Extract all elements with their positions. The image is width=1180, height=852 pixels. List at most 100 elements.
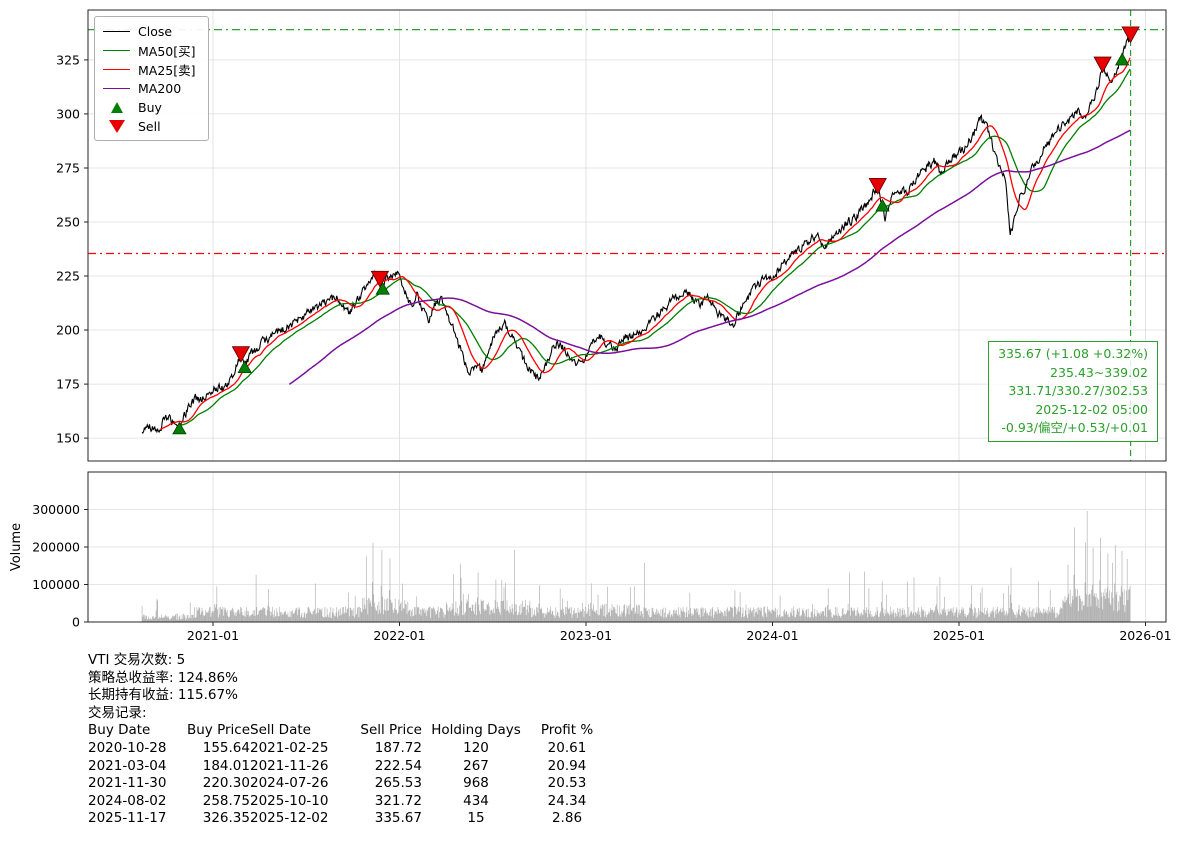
volume-bars [141, 511, 1131, 622]
buy-marker [875, 198, 890, 212]
legend-label: Sell [138, 118, 161, 134]
trade-cell: 2021-11-26 [250, 757, 329, 774]
x-tick-label: 2021-01 [187, 628, 239, 643]
stat-strategy-return: 策略总收益率: 124.86% [88, 669, 238, 686]
volume-tick-label: 200000 [32, 540, 80, 555]
price-annotation-box: 335.67 (+1.08 +0.32%) 235.43~339.02 331.… [988, 341, 1158, 442]
legend-line-sample [103, 49, 130, 51]
volume-tick-label: 100000 [32, 577, 80, 592]
x-tick-label: 2024-01 [746, 628, 798, 643]
annotation-ma-values: 331.71/330.27/302.53 [1008, 383, 1148, 399]
trade-cell: 265.53 [374, 775, 422, 792]
legend-label: MA25[卖] [138, 62, 196, 78]
x-tick-label: 2022-01 [373, 628, 425, 643]
sell-marker [1093, 56, 1112, 74]
trade-column-header: Sell Date [250, 722, 311, 739]
trade-cell: 335.67 [374, 810, 422, 827]
annotation-bias: -0.93/偏空/+0.53/+0.01 [1001, 420, 1148, 436]
x-tick-label: 2026-01 [1119, 628, 1171, 643]
legend-line-sample [103, 30, 130, 32]
ma25-line [159, 57, 1131, 430]
trade-cell: 120 [463, 739, 489, 756]
ma50-line [178, 68, 1131, 427]
trade-cell: 222.54 [374, 757, 422, 774]
price-tick-label: 200 [56, 323, 80, 338]
legend-item-ma50: MA50[买] [103, 42, 196, 59]
price-tick-label: 250 [56, 214, 80, 229]
trade-row: 2021-03-04 184.01 2021-11-26 222.54 267 20.94 [88, 758, 604, 776]
trade-row: 2020-10-28 155.64 2021-02-25 187.72 120 20.61 [88, 740, 604, 758]
legend-item-sell: Sell [103, 118, 196, 134]
trade-column-header: Buy Date [88, 722, 151, 739]
x-tick-label: 2023-01 [560, 628, 612, 643]
price-volume-chart: 150 175 200 225 250 275 300 325 0 100000 200000 300… [9, 9, 1172, 643]
legend-item-ma200: MA200 [103, 80, 196, 96]
price-tick-label: 225 [56, 269, 80, 284]
trade-table-head: Buy Date Buy Price Sell Date Sell Price Hold… [88, 722, 604, 740]
x-tick-label: 2025-01 [933, 628, 985, 643]
volume-axis-label: Volume [9, 523, 24, 571]
annotation-last-price: 335.67 (+1.08 +0.32%) [998, 346, 1148, 361]
trade-column-header: Sell Price [360, 722, 422, 739]
stat-hold-return: 长期持有收益: 115.67% [88, 687, 238, 704]
trade-cell: 20.61 [547, 739, 587, 756]
ma200-line [288, 129, 1131, 385]
sell-marker [1121, 26, 1140, 44]
trade-column-header: Holding Days [431, 722, 521, 739]
trade-cell: 24.34 [547, 792, 587, 809]
trade-row: 2024-08-02 258.75 2025-10-10 321.72 434 24.34 [88, 793, 604, 811]
annotation-timestamp: 2025-12-02 05:00 [1035, 401, 1148, 417]
trade-cell: 220.30 [202, 775, 250, 792]
legend-item-ma25: MA25[卖] [103, 61, 196, 78]
legend-label: Close [138, 23, 173, 39]
legend-item-buy: Buy [103, 99, 196, 115]
trade-table: Buy Date Buy Price Sell Date Sell Price Hold… [88, 722, 604, 828]
trade-table-header-row: Buy Date Buy Price Sell Date Sell Price Hold… [88, 722, 604, 740]
sell-marker [868, 178, 887, 195]
trade-cell: 155.64 [202, 739, 250, 756]
price-tick-label: 175 [56, 377, 80, 392]
sell-marker [231, 346, 251, 363]
price-tick-label: 325 [56, 52, 80, 67]
price-tick-label: 300 [56, 106, 80, 121]
trade-cell: 326.35 [202, 810, 250, 827]
trade-cell: 2024-08-02 [88, 792, 167, 809]
trade-cell: 184.01 [202, 757, 250, 774]
trade-table-body: 2020-10-28 155.64 2021-02-25 187.72 120 20.61… [88, 740, 604, 828]
sell-marker-icon [103, 119, 130, 133]
trade-cell: 20.94 [547, 757, 587, 774]
price-panel-border [87, 9, 1167, 462]
stat-trade-count: VTI 交易次数: 5 [88, 652, 186, 668]
legend-line-sample [103, 87, 130, 89]
legend-label: MA200 [138, 80, 182, 96]
trade-cell: 267 [463, 757, 489, 774]
legend-line-sample [103, 68, 130, 70]
volume-tick-label: 0 [72, 615, 80, 630]
trade-cell: 434 [463, 792, 489, 809]
trade-row: 2021-11-30 220.30 2024-07-26 265.53 968 20.53 [88, 775, 604, 793]
trade-cell: 258.75 [202, 792, 250, 809]
buy-marker [172, 421, 187, 435]
trade-cell: 2020-10-28 [88, 739, 167, 756]
trade-cell: 2024-07-26 [250, 775, 329, 792]
legend-item-close: Close [103, 23, 196, 39]
trade-cell: 2021-11-30 [88, 775, 167, 792]
strategy-stats: VTI 交易次数: 5 策略总收益率: 124.86% 长期持有收益: 115.… [88, 652, 604, 828]
trade-row: 2025-11-17 326.35 2025-12-02 335.67 15 2.86 [88, 810, 604, 828]
chart-area: 150 175 200 225 250 275 300 325 0 100000 200000 300… [9, 9, 1172, 643]
trade-cell: 968 [463, 775, 489, 792]
close-line [141, 36, 1131, 434]
buy-marker [375, 281, 390, 295]
trade-cell: 20.53 [547, 775, 587, 792]
trade-cell: 2021-02-25 [250, 739, 329, 756]
price-tick-label: 150 [56, 431, 80, 446]
trade-column-header: Profit % [540, 722, 594, 739]
trade-cell: 321.72 [374, 792, 422, 809]
legend-label: Buy [138, 99, 162, 115]
chart-legend: Close MA50[买] MA25[卖] MA200 Buy Sell [94, 16, 209, 141]
trade-cell: 2021-03-04 [88, 757, 167, 774]
price-tick-label: 275 [56, 160, 80, 175]
trade-cell: 2025-10-10 [250, 792, 329, 809]
trade-log-title: 交易记录: [88, 704, 147, 721]
